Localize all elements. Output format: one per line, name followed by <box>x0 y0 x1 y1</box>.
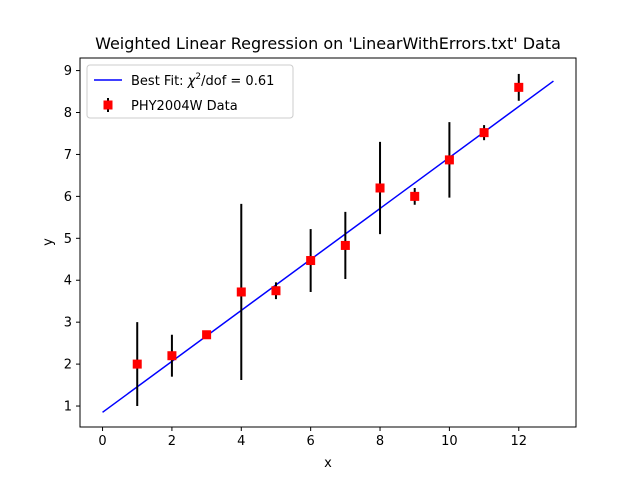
data-point <box>479 128 489 138</box>
x-tick-label: 10 <box>441 434 458 449</box>
y-tick-label: 5 <box>64 232 72 247</box>
x-tick-label: 8 <box>376 434 384 449</box>
plot-area <box>79 57 577 428</box>
y-tick-label: 7 <box>64 148 72 163</box>
data-point <box>340 240 350 250</box>
data-point <box>444 155 454 165</box>
best-fit-line <box>102 80 554 413</box>
y-tick-label: 4 <box>64 274 72 289</box>
y-tick-label: 3 <box>64 316 72 331</box>
y-axis: 1 2 3 4 5 6 7 8 9 <box>64 64 80 415</box>
data-point <box>514 82 524 92</box>
data-point <box>271 286 281 296</box>
legend-marker-swatch <box>103 100 113 110</box>
chart-title: Weighted Linear Regression on 'LinearWit… <box>95 34 561 53</box>
y-tick-label: 2 <box>64 358 72 373</box>
legend-label-data: PHY2004W Data <box>131 99 238 114</box>
legend-chi-symbol: χ <box>187 74 197 89</box>
x-tick-label: 0 <box>98 434 106 449</box>
x-tick-label: 12 <box>510 434 527 449</box>
legend-label-best-fit: Best Fit: χ2/dof = 0.61 <box>131 72 274 89</box>
y-tick-label: 9 <box>64 64 72 79</box>
y-tick-label: 6 <box>64 190 72 205</box>
data-point <box>410 191 420 201</box>
legend: Best Fit: χ2/dof = 0.61 PHY2004W Data <box>86 64 294 119</box>
data-point <box>132 359 142 369</box>
data-point <box>306 256 316 266</box>
x-tick-label: 2 <box>168 434 176 449</box>
axes-frame <box>79 57 577 428</box>
data-point <box>202 330 212 340</box>
y-axis-label: y <box>41 238 56 246</box>
data-point <box>236 287 246 297</box>
y-tick-label: 8 <box>64 106 72 121</box>
legend-box <box>86 64 294 119</box>
y-tick-label: 1 <box>64 400 72 415</box>
legend-best-fit-suffix: /dof = 0.61 <box>201 74 274 89</box>
x-axis: 0 2 4 6 8 10 12 <box>98 427 527 449</box>
x-tick-label: 6 <box>307 434 315 449</box>
data-point <box>167 351 177 361</box>
x-tick-label: 4 <box>237 434 245 449</box>
legend-superscript: 2 <box>195 72 201 82</box>
x-axis-label: x <box>324 456 332 471</box>
legend-best-fit-prefix: Best Fit: <box>131 74 188 89</box>
data-point <box>375 183 385 193</box>
